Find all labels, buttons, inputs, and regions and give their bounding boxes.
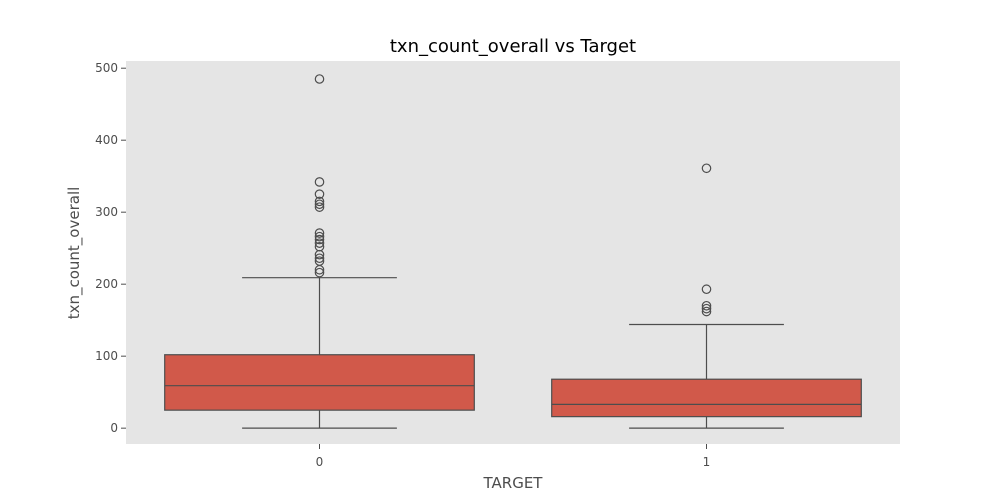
y-tick-label: 0 <box>110 421 118 435</box>
outlier-point <box>314 196 325 207</box>
y-tick-label: 300 <box>95 205 118 219</box>
box-group-1 <box>551 163 862 429</box>
outlier-point <box>314 199 325 210</box>
y-axis-label: txn_count_overall <box>65 187 84 320</box>
y-tick-label: 100 <box>95 349 118 363</box>
outlier-point <box>701 306 712 317</box>
boxes-layer <box>164 74 862 429</box>
outlier-point <box>314 231 325 242</box>
outlier-point <box>314 228 325 238</box>
x-tick-label: 1 <box>703 455 711 469</box>
outlier-point <box>314 267 325 278</box>
chart-title: txn_count_overall vs Target <box>390 36 636 57</box>
outlier-point <box>314 238 325 248</box>
outlier-point <box>701 303 712 314</box>
outlier-point <box>314 264 325 275</box>
x-axis-label: TARGET <box>483 474 544 492</box>
y-tick-label: 500 <box>95 61 118 75</box>
outlier-point <box>314 202 325 212</box>
outlier-point <box>314 189 325 199</box>
x-tick-label: 0 <box>316 455 324 469</box>
y-tick-label: 400 <box>95 133 118 147</box>
outlier-point <box>314 234 325 245</box>
iqr-box <box>551 378 862 418</box>
outlier-point <box>314 74 325 84</box>
box-group-0 <box>164 74 475 429</box>
outlier-point <box>701 163 712 174</box>
iqr-box <box>164 354 475 411</box>
outlier-point <box>314 249 325 260</box>
outlier-point <box>314 253 325 264</box>
y-axis-ticks: 0 100 200 300 400 500 <box>95 61 126 435</box>
outlier-point <box>314 177 325 187</box>
y-tick-label: 200 <box>95 277 118 291</box>
outlier-point <box>701 284 712 295</box>
outlier-point <box>701 300 712 311</box>
